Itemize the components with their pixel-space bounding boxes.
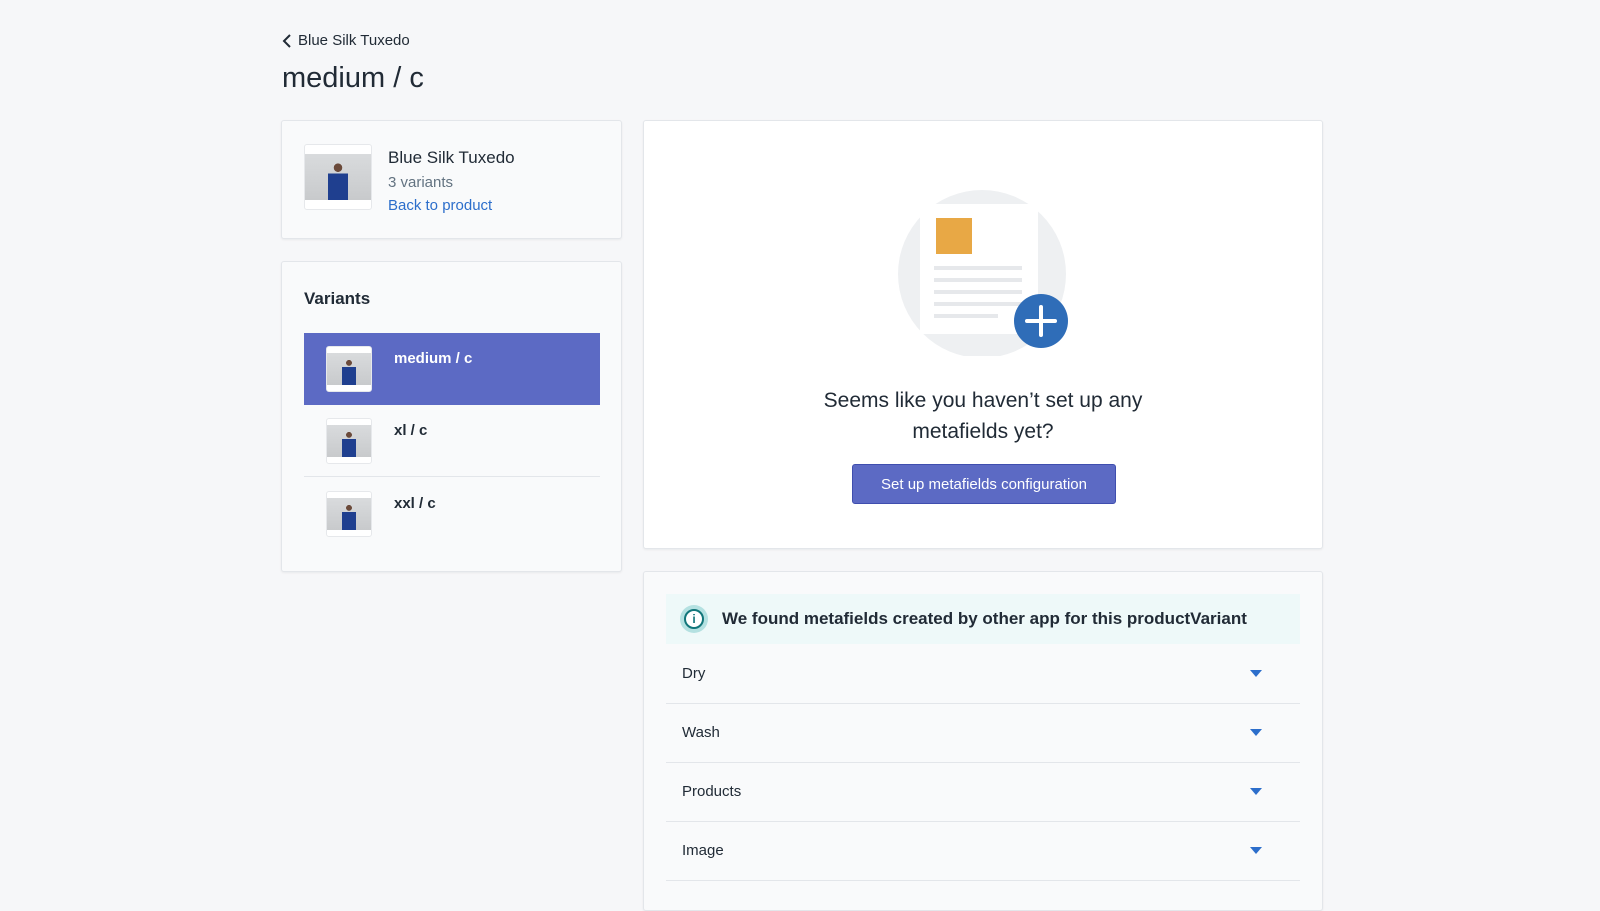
empty-state-card: Seems like you haven’t set up any metafi… bbox=[643, 120, 1323, 549]
caret-down-icon bbox=[1250, 670, 1262, 677]
variant-thumbnail bbox=[326, 418, 372, 464]
product-thumbnail bbox=[304, 144, 372, 210]
accordion-wash[interactable]: Wash bbox=[666, 703, 1300, 763]
variant-thumbnail bbox=[326, 346, 372, 392]
variant-thumbnail bbox=[326, 491, 372, 537]
caret-down-icon bbox=[1250, 847, 1262, 854]
breadcrumb-back[interactable]: Blue Silk Tuxedo bbox=[282, 32, 410, 49]
page-title: medium / c bbox=[282, 62, 424, 94]
variant-label: medium / c bbox=[394, 350, 473, 367]
other-app-metafields-card: i We found metafields created by other a… bbox=[643, 571, 1323, 911]
variants-heading: Variants bbox=[304, 289, 371, 308]
accordion-dry[interactable]: Dry bbox=[666, 644, 1300, 704]
product-card: Blue Silk Tuxedo 3 variants Back to prod… bbox=[281, 120, 622, 239]
back-to-product-link[interactable]: Back to product bbox=[388, 197, 493, 214]
caret-down-icon bbox=[1250, 788, 1262, 795]
info-banner: i We found metafields created by other a… bbox=[666, 594, 1300, 644]
breadcrumb-label: Blue Silk Tuxedo bbox=[298, 32, 410, 49]
accordion-image[interactable]: Image bbox=[666, 821, 1300, 881]
field-label: Wash bbox=[682, 724, 720, 741]
product-name: Blue Silk Tuxedo bbox=[388, 148, 515, 167]
variant-item-medium-c[interactable]: medium / c bbox=[304, 333, 600, 405]
banner-text: We found metafields created by other app… bbox=[722, 609, 1247, 628]
field-label: Dry bbox=[682, 665, 706, 682]
variant-count: 3 variants bbox=[388, 174, 454, 191]
setup-metafields-button[interactable]: Set up metafields configuration bbox=[852, 464, 1116, 504]
variant-label: xxl / c bbox=[394, 495, 436, 512]
variants-card: Variants medium / c xl / c xxl / c bbox=[281, 261, 622, 572]
empty-state-message: Seems like you haven’t set up any metafi… bbox=[644, 385, 1322, 447]
field-label: Products bbox=[682, 783, 742, 800]
chevron-left-icon bbox=[282, 33, 291, 48]
document-plus-illustration-icon bbox=[898, 190, 1068, 356]
variant-item-xxl-c[interactable]: xxl / c bbox=[304, 478, 600, 550]
variant-label: xl / c bbox=[394, 422, 428, 439]
field-label: Image bbox=[682, 842, 724, 859]
caret-down-icon bbox=[1250, 729, 1262, 736]
variant-item-xl-c[interactable]: xl / c bbox=[304, 405, 600, 477]
info-icon: i bbox=[680, 605, 708, 633]
empty-line-2: metafields yet? bbox=[912, 420, 1054, 443]
accordion-products[interactable]: Products bbox=[666, 762, 1300, 822]
empty-line-1: Seems like you haven’t set up any bbox=[823, 389, 1143, 412]
